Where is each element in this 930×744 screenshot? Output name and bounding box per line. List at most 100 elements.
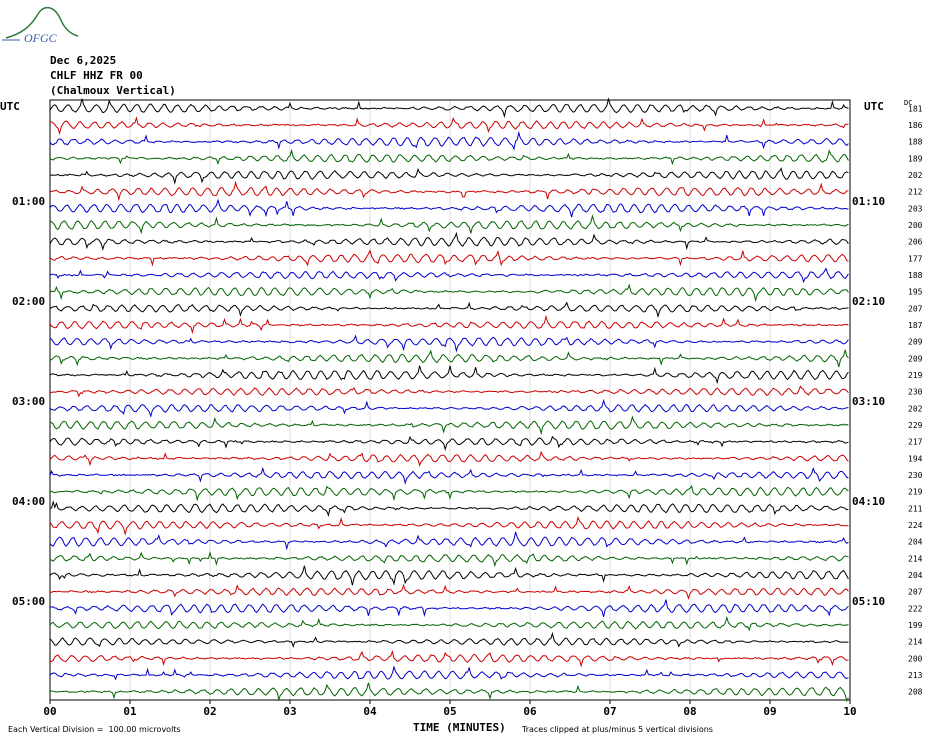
trace-dc-label: 181	[908, 104, 923, 113]
seismic-trace	[49, 565, 849, 586]
axis-layer: 00 01 02 03 04 05 06 07 08 09 10	[43, 700, 857, 718]
trace-dc-label: 212	[908, 188, 923, 197]
seismic-trace	[49, 249, 849, 267]
trace-dc-label: 217	[908, 438, 923, 447]
seismic-trace	[49, 599, 849, 618]
trace-dc-label: 209	[908, 338, 923, 347]
trace-dc-label: 177	[908, 254, 923, 263]
right-hour-label: 01:10	[852, 195, 885, 208]
left-hour-label: 04:00	[12, 495, 45, 508]
trace-dc-label: 219	[908, 488, 923, 497]
trace-dc-label: 207	[908, 304, 923, 313]
x-tick-label: 04	[363, 705, 377, 718]
trace-dc-label: 195	[908, 288, 923, 297]
left-hour-label: 01:00	[12, 195, 45, 208]
trace-dc-label: 224	[908, 521, 923, 530]
station-label: CHLF HHZ FR 00	[50, 69, 143, 82]
right-hour-label: 03:10	[852, 395, 885, 408]
site-label: (Chalmoux Vertical)	[50, 84, 176, 97]
amplitude-scale-note: Each Vertical Division = 100.00 microvol…	[8, 725, 181, 734]
seismic-trace	[49, 301, 849, 319]
trace-dc-label: 203	[908, 204, 923, 213]
left-hour-label: 02:00	[12, 295, 45, 308]
right-hour-label: 04:10	[852, 495, 885, 508]
right-hour-label: 05:10	[852, 595, 885, 608]
seismic-trace	[49, 365, 849, 385]
right-utc-label: UTC	[864, 100, 884, 113]
trace-dc-label: 230	[908, 471, 923, 480]
trace-dc-label: 202	[908, 404, 923, 413]
seismic-trace	[49, 148, 849, 166]
x-tick-label: 09	[763, 705, 776, 718]
x-tick-label: 00	[43, 705, 56, 718]
trace-dc-label: 200	[908, 654, 923, 663]
trace-dc-label: 207	[908, 588, 923, 597]
seismic-trace	[49, 583, 849, 600]
seismic-trace	[49, 267, 849, 284]
trace-dc-label: 188	[908, 138, 923, 147]
x-axis-title: TIME (MINUTES)	[413, 721, 506, 734]
trace-dc-label: 211	[908, 504, 923, 513]
trace-dc-label: 200	[908, 221, 923, 230]
x-tick-label: 05	[443, 705, 456, 718]
seismic-trace	[49, 682, 849, 703]
trace-dc-label: 208	[908, 688, 923, 697]
x-tick-label: 08	[683, 705, 696, 718]
seismic-trace	[49, 435, 849, 452]
seismic-trace	[49, 398, 849, 418]
seismic-trace	[49, 314, 849, 335]
seismic-trace	[49, 180, 849, 202]
trace-dc-label: 219	[908, 371, 923, 380]
trace-dc-label: 186	[908, 121, 923, 130]
x-tick-label: 10	[843, 705, 856, 718]
seismic-trace	[49, 116, 849, 135]
x-tick-label: 06	[523, 705, 537, 718]
logo-text: OFGC	[24, 31, 58, 45]
seismic-trace	[49, 214, 849, 235]
trace-dc-label: 194	[908, 454, 923, 463]
x-tick-label: 02	[203, 705, 216, 718]
seismic-trace	[49, 500, 849, 517]
seismic-trace	[49, 283, 849, 303]
trace-dc-label: 206	[908, 238, 923, 247]
trace-dc-label: 204	[908, 538, 923, 547]
seismic-trace	[49, 415, 849, 436]
trace-layer	[49, 97, 849, 703]
trace-dc-label: 229	[908, 421, 923, 430]
trace-dc-label: 214	[908, 554, 923, 563]
seismic-trace	[49, 615, 849, 632]
label-layer: 181 186 188 189 202 212 203 200 206 177 188 195 207 1…	[0, 99, 923, 697]
seismic-trace	[49, 385, 849, 398]
right-hour-label: 02:10	[852, 295, 885, 308]
seismic-trace	[49, 531, 849, 551]
seismic-trace	[49, 516, 849, 536]
seismic-trace	[49, 450, 849, 467]
trace-dc-label: 189	[908, 154, 923, 163]
left-hour-label: 05:00	[12, 595, 45, 608]
trace-dc-label: 188	[908, 271, 923, 280]
left-hour-label: 03:00	[12, 395, 45, 408]
trace-dc-label: 187	[908, 321, 923, 330]
dc-corner-label: DC	[904, 99, 912, 107]
seismic-trace	[49, 665, 849, 681]
seismic-trace	[49, 631, 849, 648]
seismic-trace	[49, 650, 849, 668]
seismic-trace	[49, 97, 849, 118]
logo-swoosh	[5, 6, 79, 39]
trace-dc-label: 199	[908, 621, 923, 630]
left-utc-label: UTC	[0, 100, 20, 113]
x-tick-label: 01	[123, 705, 137, 718]
seismic-trace	[49, 130, 849, 151]
seismic-trace	[49, 484, 849, 502]
trace-dc-label: 202	[908, 171, 923, 180]
seismic-trace	[49, 466, 849, 485]
trace-dc-label: 213	[908, 671, 923, 680]
seismic-trace	[49, 198, 849, 218]
x-tick-label: 07	[603, 705, 616, 718]
ofgc-logo: OFGC	[2, 6, 79, 45]
x-tick-label: 03	[283, 705, 296, 718]
trace-dc-label: 204	[908, 571, 923, 580]
date-label: Dec 6,2025	[50, 54, 117, 67]
seismic-trace	[49, 167, 849, 185]
